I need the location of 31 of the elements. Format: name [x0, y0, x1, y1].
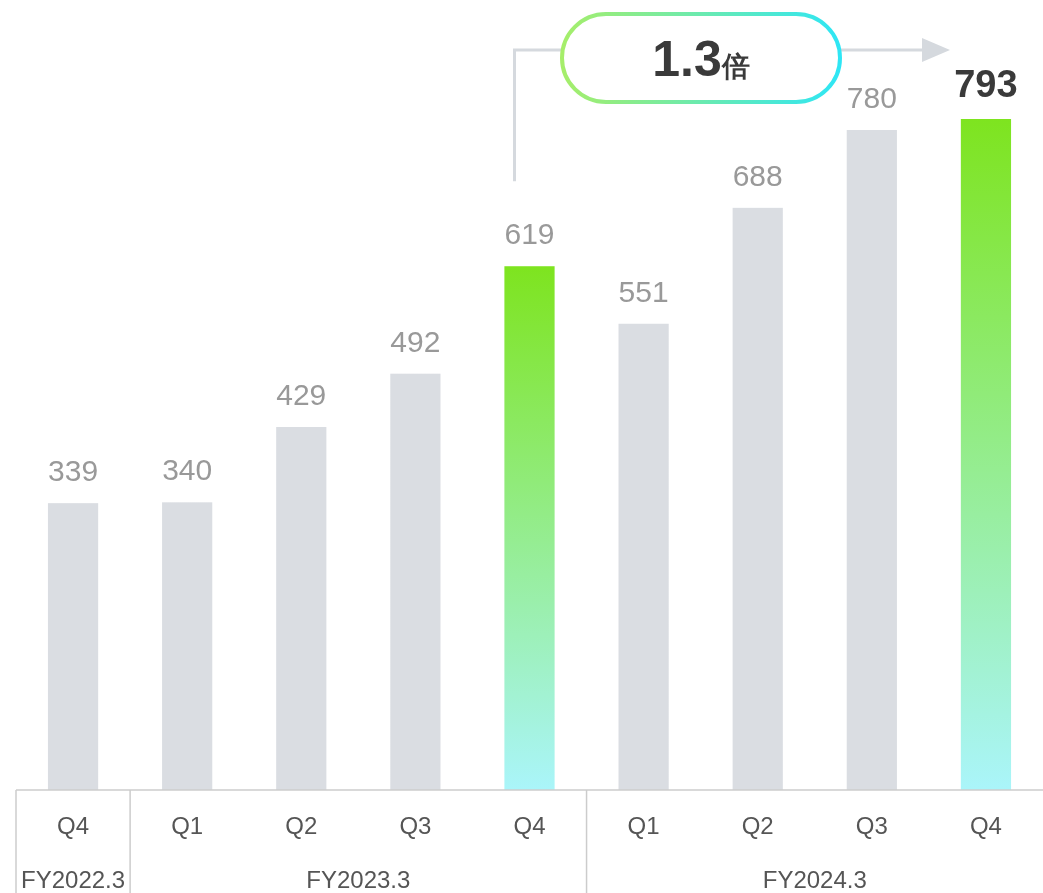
data-label: 492 — [390, 324, 441, 358]
x-tick-label: Q4 — [513, 812, 546, 839]
text: FY2023.3 — [306, 866, 411, 893]
text: FY2024.3 — [762, 866, 867, 893]
data-label: 688 — [732, 158, 783, 192]
x-tick-label: Q1 — [627, 812, 660, 839]
data-label: 619 — [504, 217, 555, 251]
x-tick-label: Q4 — [969, 812, 1002, 839]
text: FY2022.3 — [21, 866, 126, 893]
data-label: 780 — [846, 81, 897, 114]
text: 1.3倍 — [652, 31, 750, 87]
x-tick-label: Q2 — [285, 812, 318, 839]
bar — [504, 266, 555, 790]
bar — [732, 207, 783, 790]
data-label: 793 — [954, 63, 1018, 105]
bar — [276, 427, 327, 790]
bar — [618, 323, 669, 790]
bar — [390, 373, 441, 790]
bar — [162, 502, 213, 790]
data-label: 429 — [276, 378, 327, 411]
x-tick-label: Q1 — [171, 812, 204, 839]
x-tick-label: Q2 — [741, 812, 774, 839]
data-label: 339 — [48, 454, 99, 488]
x-tick-label: Q3 — [399, 812, 432, 839]
data-label: 551 — [618, 274, 669, 308]
x-tick-label: Q3 — [855, 812, 888, 839]
data-label: 340 — [162, 453, 213, 487]
x-tick-label: Q4 — [57, 812, 90, 839]
bar — [846, 130, 897, 790]
bar — [47, 503, 99, 790]
bar — [960, 119, 1012, 790]
